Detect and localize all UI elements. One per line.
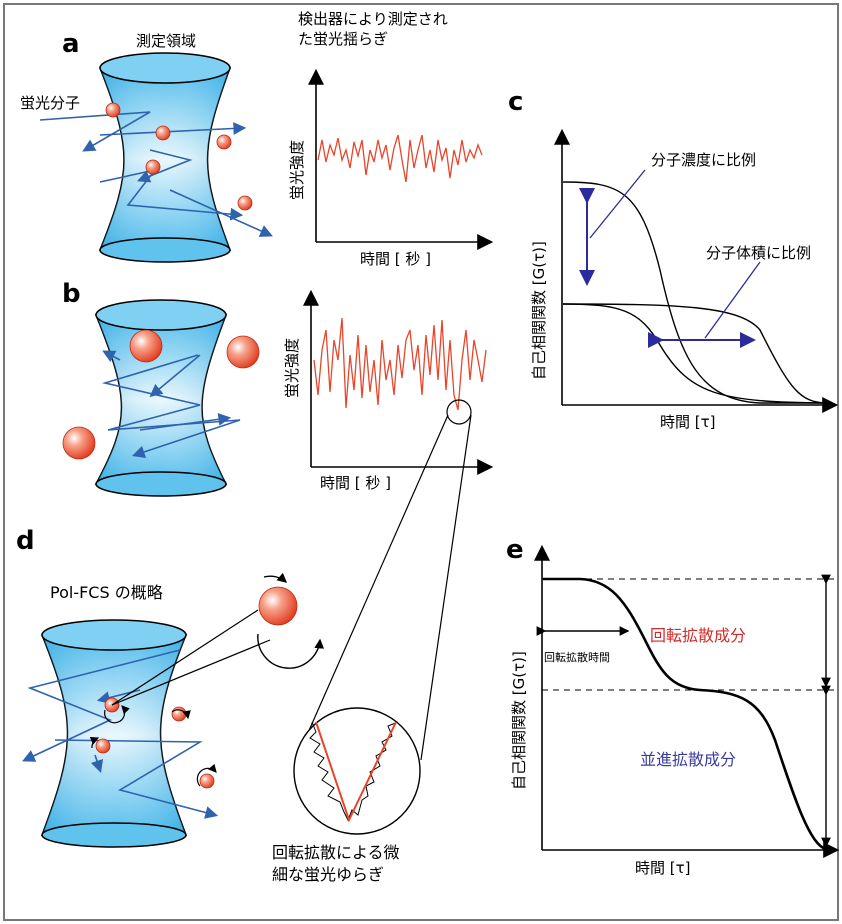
zoom-caption-line2: 細な蛍光ゆらぎ (272, 865, 384, 884)
zoom-line-left (295, 414, 449, 761)
panel-c-letter: c (508, 87, 523, 117)
autocorr-c-xlabel: 時間 [τ] (660, 413, 716, 431)
rotation-arrow-bottom (257, 633, 325, 669)
fluorescent-molecule-label: 蛍光分子 (20, 94, 80, 112)
zoom-line-right (420, 414, 472, 761)
enlarge-line-bottom (111, 639, 271, 706)
molecules-a (105, 102, 253, 211)
zoom-caption-line1: 回転拡散による微 (272, 843, 400, 862)
autocorr-curves-c (562, 181, 827, 404)
enlarged-molecule (258, 586, 298, 626)
trace-a-ylabel: 蛍光強度 (288, 140, 306, 200)
molecules-d (95, 697, 215, 789)
fluorescence-trace-b (313, 317, 487, 411)
autocorr-axes-c (554, 128, 839, 413)
concentration-annotation: 分子濃度に比例 (651, 151, 756, 169)
zoom-detail-circle (293, 707, 421, 835)
panel-a: a 測定領域 蛍光分子 検出器により測定され た蛍光揺らぎ (20, 10, 494, 268)
zoom-source-circle (446, 399, 472, 425)
pol-fcs-title: Pol-FCS の概略 (50, 583, 163, 602)
detection-volume-a (98, 52, 232, 263)
detection-volume-b (94, 299, 228, 497)
panel-e-letter: e (506, 535, 524, 565)
fluorescence-trace-a (317, 134, 483, 183)
rotational-component-label: 回転拡散成分 (650, 626, 746, 645)
rotation-arrows-d (89, 705, 217, 787)
panel-d: d Pol-FCS の概略 (16, 526, 421, 884)
trace-a-xlabel: 時間 [ 秒 ] (360, 250, 431, 268)
trace-axes-b (303, 289, 494, 475)
rotational-time-label: 回転拡散時間 (544, 650, 610, 664)
measurement-volume-label: 測定領域 (136, 32, 196, 50)
panel-b: b 蛍光強度 時間 [ 秒 ] (62, 279, 494, 761)
volume-annotation: 分子体積に比例 (706, 244, 811, 262)
enlarge-line-top (111, 609, 259, 706)
trace-title-line1: 検出器により測定され (298, 10, 448, 28)
panel-b-letter: b (62, 279, 81, 309)
panel-d-letter: d (16, 526, 35, 556)
molecules-b (62, 329, 260, 460)
volume-pointer (704, 261, 761, 339)
zoom-detail-trace (315, 721, 397, 823)
trajectory-b (101, 350, 241, 459)
panel-a-letter: a (62, 29, 80, 59)
autocorr-e-ylabel: 自己相関関数 [G(τ)] (510, 651, 528, 790)
trace-b-ylabel: 蛍光強度 (283, 338, 301, 398)
concentration-pointer (589, 169, 646, 239)
panel-c: c 分子濃度に比例 分子体積に比例 自己相関関数 [G(τ)] 時間 [τ] (508, 87, 839, 431)
autocorr-axes-e (534, 544, 840, 858)
autocorr-curve-e (543, 577, 827, 851)
detection-volume-d (40, 619, 188, 848)
translational-component-label: 並進拡散成分 (640, 750, 736, 769)
rotation-arrow-top (263, 572, 288, 583)
panel-e: e 回転拡散時間 回転拡散成分 並進拡散成分 自己相関関数 [G(τ)] 時間 … (506, 535, 840, 877)
autocorr-c-ylabel: 自己相関関数 [G(τ)] (530, 241, 548, 380)
autocorr-e-xlabel: 時間 [τ] (635, 859, 691, 877)
figure-border (3, 3, 839, 921)
trace-axes-a (308, 68, 494, 250)
trace-b-xlabel: 時間 [ 秒 ] (320, 474, 391, 492)
trace-title-line2: た蛍光揺らぎ (298, 30, 388, 48)
